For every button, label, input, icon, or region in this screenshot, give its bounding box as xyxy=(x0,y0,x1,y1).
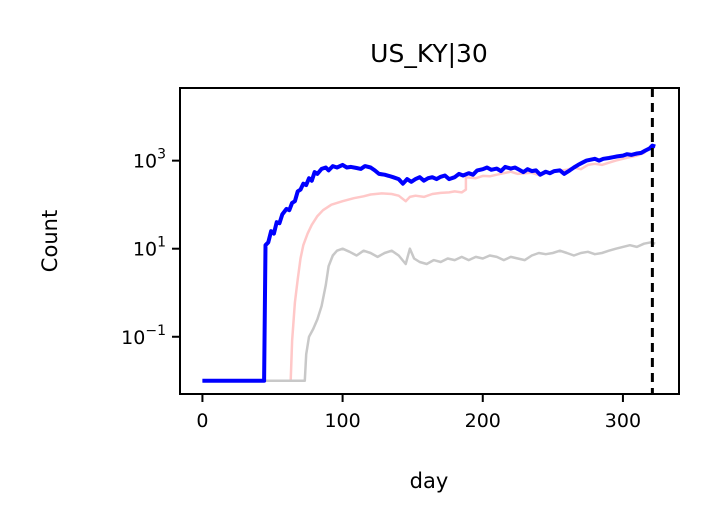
x-tick-label: 100 xyxy=(324,410,360,432)
series-line-3 xyxy=(202,143,656,383)
plot-frame xyxy=(179,87,680,395)
series-line-1 xyxy=(202,145,656,383)
plot-area xyxy=(179,87,680,395)
y-tick-label: 101 xyxy=(133,235,166,261)
x-tick-label: 300 xyxy=(605,410,641,432)
x-axis: 0 100 200 300 xyxy=(196,394,641,432)
y-tick-label: 103 xyxy=(133,147,166,173)
y-axis-label: Count xyxy=(38,210,62,272)
series-line-2 xyxy=(202,241,656,383)
y-tick-label: 10−1 xyxy=(121,323,166,349)
chart-title: US_KY|30 xyxy=(370,39,488,68)
x-tick-label: 0 xyxy=(196,410,208,432)
y-axis: 10−1 101 103 xyxy=(121,147,180,349)
x-axis-label: day xyxy=(410,469,449,493)
x-tick-label: 200 xyxy=(465,410,501,432)
